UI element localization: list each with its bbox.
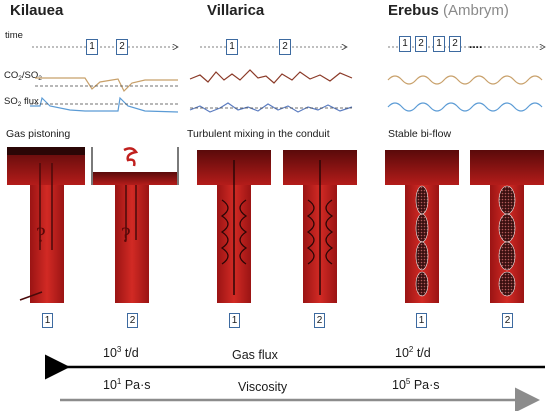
viscosity-label: Viscosity [238,380,288,394]
kilauea-co2-curve [35,77,178,93]
time-marker-villarica-2: 2 [279,39,291,55]
erebus-so2-curve [387,102,543,112]
erebus-conduit-2 [470,150,544,303]
kilauea-title: Kilauea [10,2,64,19]
villarica-co2-curve [189,69,353,84]
conduit-number-erebus-2: 2 [502,313,513,328]
viscosity-left-value: 101 Pa·s [103,377,151,393]
regime-label-erebus: Stable bi-flow [388,128,452,140]
conduit-number-kilauea-1: 1 [42,313,53,328]
gas-flux-label: Gas flux [232,348,278,362]
time-marker-erebus-3: 1 [433,36,445,52]
so2-flux-label: SO2 flux [4,96,39,108]
erebus-title: Erebus (Ambrym) [388,2,509,19]
time-marker-erebus-2: 2 [415,36,427,52]
time-marker-erebus-1: 1 [399,36,411,52]
villarica-conduit-1 [197,150,271,303]
conduit-number-villarica-1: 1 [229,313,240,328]
villarica-title: Villarica [207,2,265,19]
kilauea-conduit-1 [7,147,85,303]
time-ellipsis: .... [469,37,483,51]
erebus-co2-curve [387,75,543,85]
time-marker-kilauea-1: 1 [86,39,98,55]
time-marker-villarica-1: 1 [226,39,238,55]
time-label: time [5,30,23,41]
conduit-number-villarica-2: 2 [314,313,325,328]
question-mark-1: ? [36,222,46,247]
kilauea-conduit-2 [91,147,179,303]
time-marker-erebus-4: 2 [449,36,461,52]
regime-label-villarica: Turbulent mixing in the conduit [187,128,330,140]
conduit-number-erebus-1: 1 [416,313,427,328]
kilauea-so2-curve [30,96,179,113]
question-mark-2: ? [121,222,131,247]
gas-flux-right-value: 102 t/d [395,345,431,361]
time-marker-kilauea-2: 2 [116,39,128,55]
viscosity-right-value: 105 Pa·s [392,377,440,393]
ambrym-label: (Ambrym) [443,2,509,19]
villarica-conduit-2 [283,150,357,303]
villarica-so2-curve [189,102,353,113]
regime-label-kilauea: Gas pistoning [6,128,71,140]
conduit-number-kilauea-2: 2 [127,313,138,328]
gas-flux-left-value: 103 t/d [103,345,139,361]
erebus-conduit-1 [385,150,459,303]
